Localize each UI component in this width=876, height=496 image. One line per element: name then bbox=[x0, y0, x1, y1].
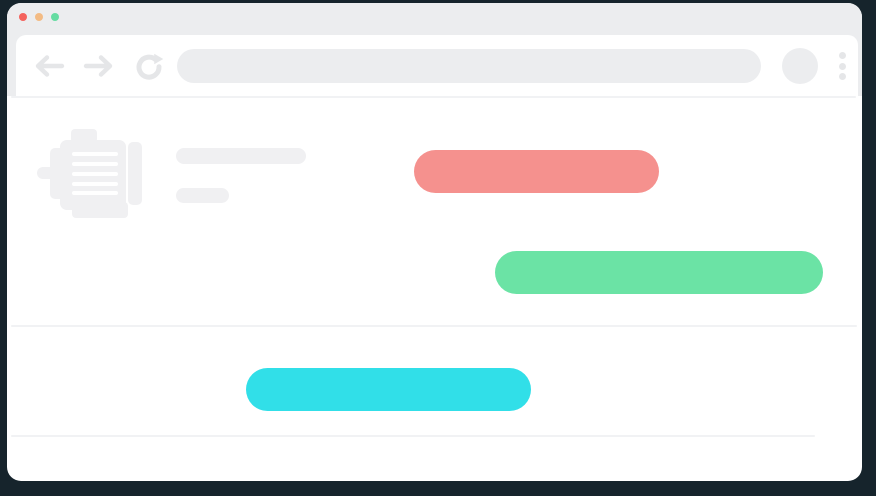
pill-cyan[interactable] bbox=[246, 368, 531, 411]
browser-header bbox=[7, 3, 862, 96]
close-button[interactable] bbox=[19, 13, 27, 21]
divider-toolbar bbox=[11, 96, 856, 98]
title-placeholder-bar bbox=[176, 148, 306, 164]
browser-window bbox=[7, 3, 862, 481]
electric-motor-icon bbox=[35, 122, 150, 227]
subtitle-placeholder-bar bbox=[176, 188, 229, 203]
refresh-icon bbox=[136, 53, 164, 80]
back-button[interactable] bbox=[32, 52, 66, 80]
url-bar[interactable] bbox=[177, 49, 761, 83]
forward-button[interactable] bbox=[82, 52, 116, 80]
browser-toolbar bbox=[16, 35, 858, 96]
avatar[interactable] bbox=[782, 48, 818, 84]
maximize-button[interactable] bbox=[51, 13, 59, 21]
pill-green[interactable] bbox=[495, 251, 823, 294]
minimize-button[interactable] bbox=[35, 13, 43, 21]
refresh-button[interactable] bbox=[132, 52, 166, 80]
kebab-menu-icon[interactable] bbox=[838, 52, 846, 80]
nav-buttons bbox=[32, 35, 166, 96]
divider-section-1 bbox=[11, 325, 857, 327]
forward-arrow-icon bbox=[83, 54, 113, 77]
pill-red[interactable] bbox=[414, 150, 659, 193]
traffic-lights bbox=[19, 13, 63, 21]
divider-section-2 bbox=[11, 435, 815, 437]
back-arrow-icon bbox=[35, 54, 65, 77]
